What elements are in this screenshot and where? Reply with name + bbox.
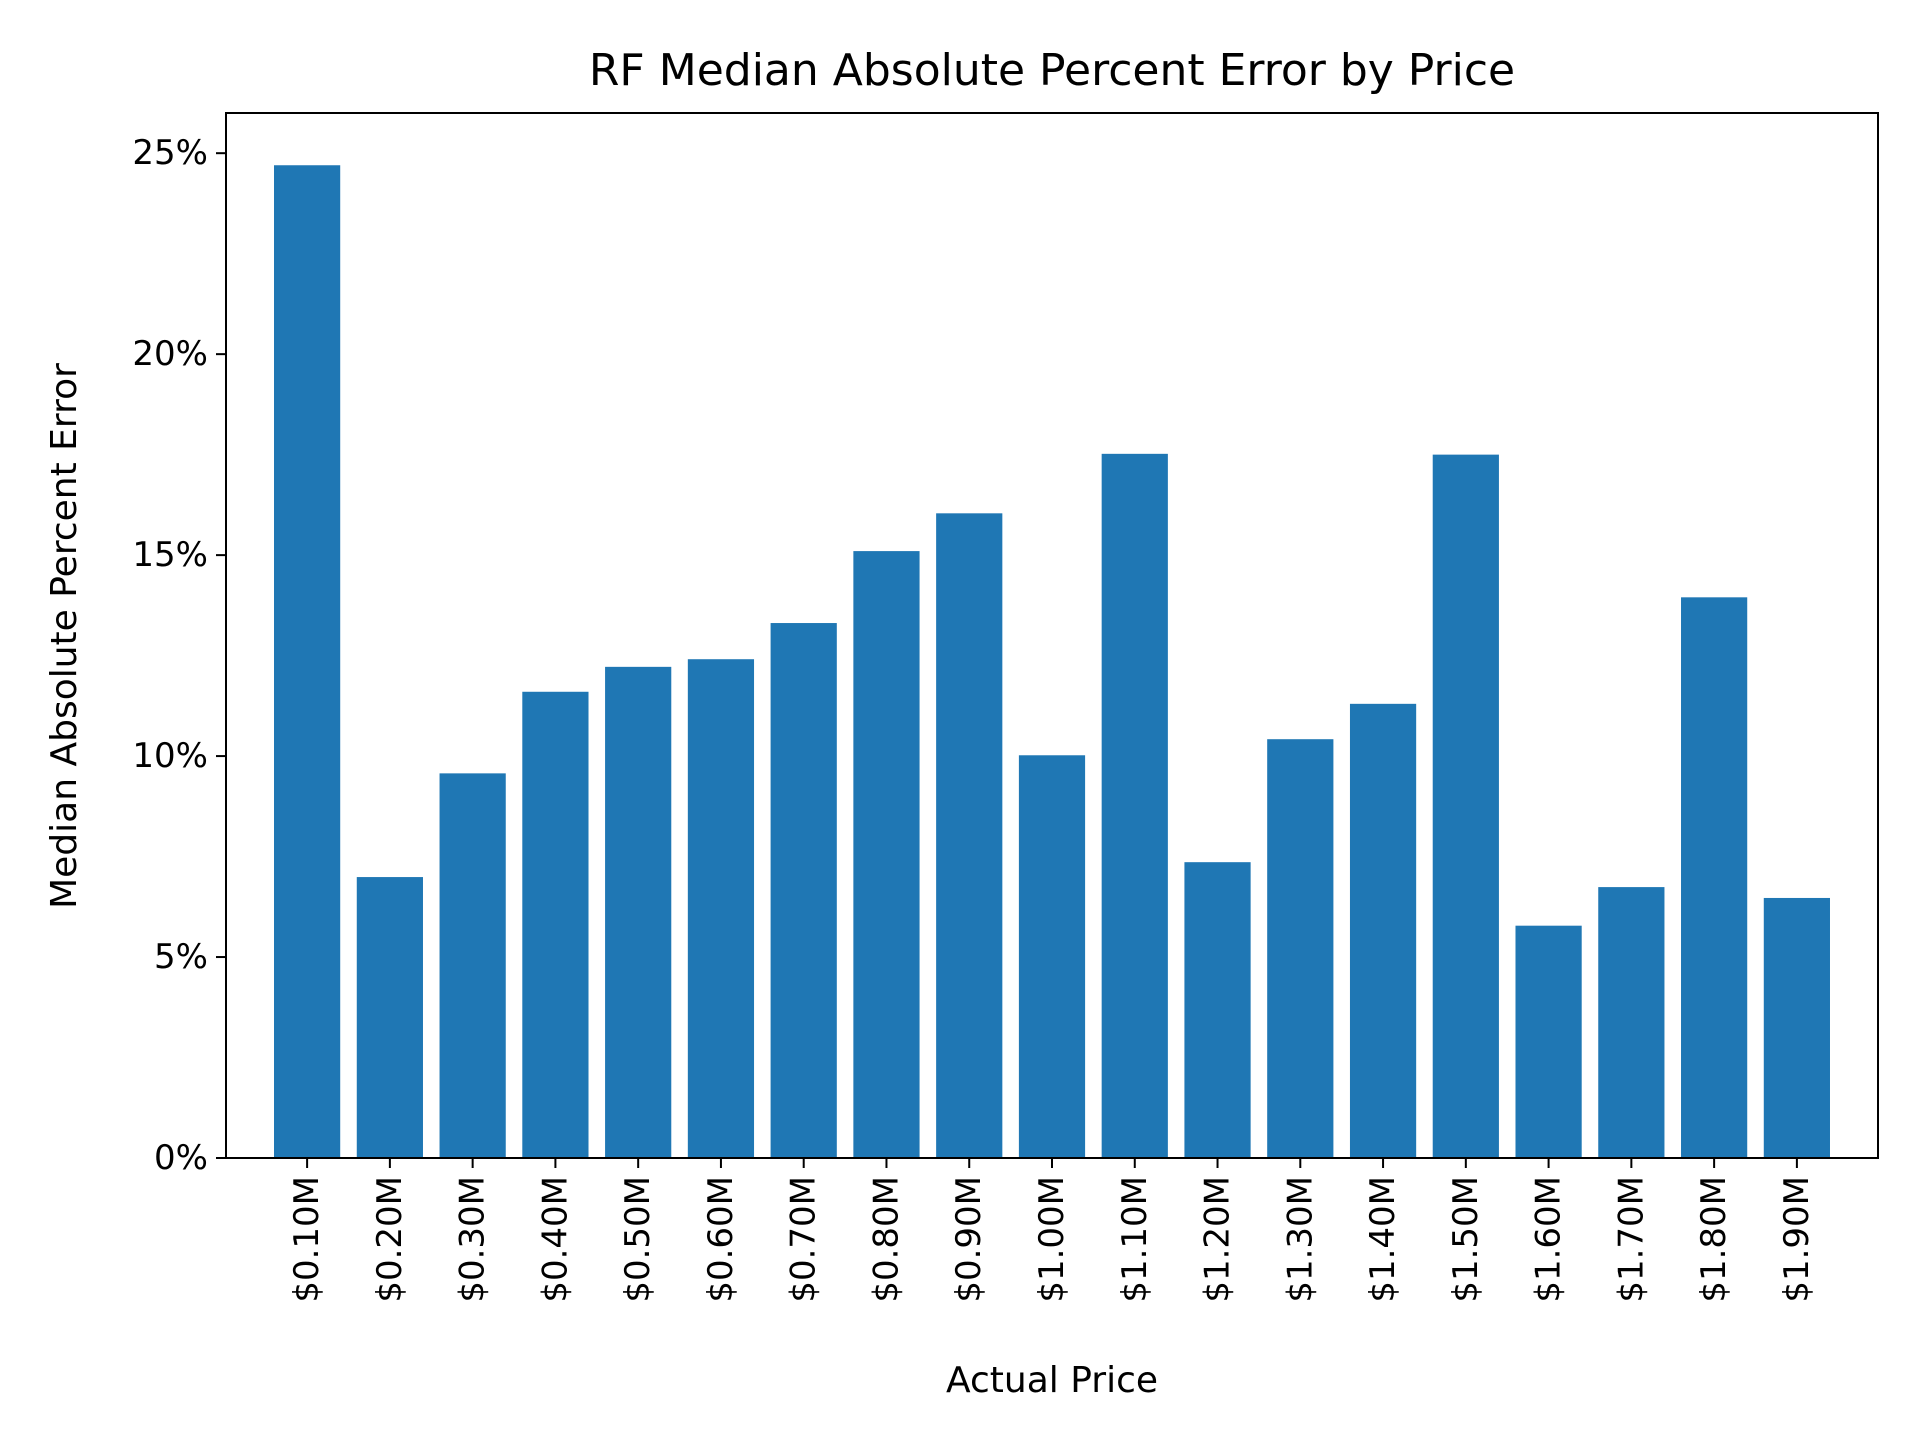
bar-18 <box>1763 897 1830 1158</box>
x-tick-label-10: $1.10M <box>1115 1176 1155 1303</box>
chart-title: RF Median Absolute Percent Error by Pric… <box>589 45 1515 96</box>
bar-12 <box>1267 739 1334 1158</box>
x-tick-label-8: $0.90M <box>949 1176 989 1303</box>
y-ticks-group: 0% 5% 10% 15% 20% 25% <box>132 133 226 1178</box>
bar-15 <box>1515 925 1582 1158</box>
y-axis-title: Median Absolute Percent Error <box>44 363 85 909</box>
x-tick-label-3: $0.40M <box>535 1176 575 1303</box>
y-tick-label-0: 0% <box>154 1138 208 1178</box>
x-axis-title: Actual Price <box>946 1360 1158 1401</box>
bar-0 <box>274 165 341 1158</box>
bar-17 <box>1681 597 1748 1158</box>
x-tick-label-6: $0.70M <box>784 1176 824 1303</box>
bar-10 <box>1101 453 1168 1159</box>
x-tick-label-18: $1.90M <box>1777 1176 1817 1303</box>
y-tick-label-1: 5% <box>154 937 208 977</box>
y-tick-label-2: 10% <box>132 736 208 776</box>
x-tick-label-2: $0.30M <box>453 1176 493 1303</box>
bar-2 <box>439 773 506 1158</box>
x-tick-label-1: $0.20M <box>370 1176 410 1303</box>
x-tick-label-17: $1.80M <box>1694 1176 1734 1303</box>
bar-14 <box>1432 454 1499 1158</box>
x-tick-label-16: $1.70M <box>1611 1176 1651 1303</box>
bar-5 <box>687 659 755 1158</box>
bar-16 <box>1598 887 1665 1158</box>
bars-group <box>274 165 1830 1159</box>
bar-8 <box>936 513 1003 1158</box>
x-tick-label-12: $1.30M <box>1280 1176 1320 1303</box>
x-tick-label-14: $1.50M <box>1446 1176 1486 1303</box>
y-tick-label-4: 20% <box>132 334 208 374</box>
x-tick-label-5: $0.60M <box>701 1176 741 1303</box>
y-tick-label-3: 15% <box>132 535 208 575</box>
x-tick-label-7: $0.80M <box>866 1176 906 1303</box>
x-tick-label-11: $1.20M <box>1198 1176 1238 1303</box>
y-tick-label-5: 25% <box>132 133 208 173</box>
x-tick-label-9: $1.00M <box>1032 1176 1072 1303</box>
x-tick-label-15: $1.60M <box>1529 1176 1569 1303</box>
x-ticks-group: $0.10M $0.20M $0.30M $0.40M $0.50M $0.60M $0.7… <box>287 1158 1817 1303</box>
bar-6 <box>770 623 837 1158</box>
bar-9 <box>1018 755 1086 1158</box>
plot-frame <box>225 112 1879 1159</box>
bar-4 <box>605 666 672 1158</box>
bar-1 <box>356 877 423 1158</box>
bar-11 <box>1184 862 1251 1158</box>
bar-7 <box>853 551 920 1158</box>
x-tick-label-4: $0.50M <box>618 1176 658 1303</box>
x-tick-label-0: $0.10M <box>287 1176 327 1303</box>
bar-3 <box>522 691 589 1158</box>
bar-13 <box>1349 703 1417 1158</box>
x-tick-label-13: $1.40M <box>1363 1176 1403 1303</box>
